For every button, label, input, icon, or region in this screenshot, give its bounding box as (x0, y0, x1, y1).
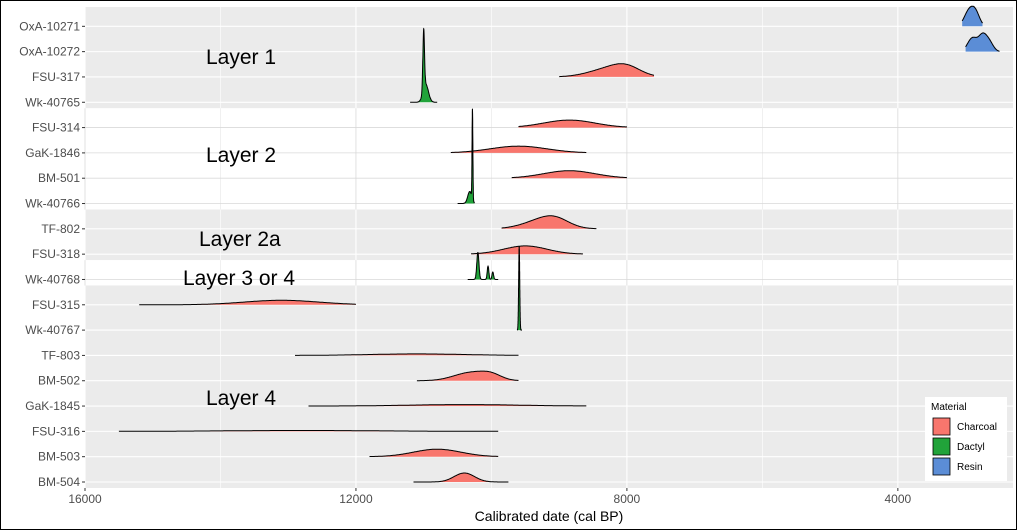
y-tick-label: BM-501 (38, 171, 80, 185)
density-outline (413, 472, 509, 483)
density-fill (450, 146, 587, 153)
x-tick-label: 8000 (614, 492, 641, 506)
y-tick-label: Wk-40767 (25, 323, 80, 337)
density-outline (516, 246, 522, 331)
y-tick-label: GaK-1846 (25, 146, 80, 160)
y-tick-label: FSU-318 (32, 247, 80, 261)
density-outline (457, 108, 475, 204)
density-outline (471, 245, 583, 255)
layer-bands (85, 7, 1013, 488)
y-tick-label: FSU-316 (32, 424, 80, 438)
density-fill (518, 120, 627, 128)
y-tick-label: FSU-314 (32, 121, 80, 135)
y-tick-label: Wk-40766 (25, 197, 80, 211)
legend-label: Dactyl (957, 442, 985, 453)
density-outline (961, 5, 983, 24)
density-ridges (118, 5, 1000, 483)
density-outline (416, 370, 519, 382)
x-axis: 16000 12000 8000 4000 (68, 488, 912, 506)
density-outline (139, 299, 356, 306)
density-fill (511, 170, 627, 179)
y-tick-label: BM-503 (38, 450, 80, 464)
layer-label: Layer 3 or 4 (183, 267, 295, 290)
y-tick-label: Wk-40768 (25, 272, 80, 286)
density-fill (416, 371, 519, 381)
legend-label: Charcoal (957, 422, 997, 433)
y-tick-label: TF-803 (41, 348, 80, 362)
layer-labels: Layer 1 Layer 2 Layer 2a Layer 3 or 4 Layer … (183, 46, 295, 410)
density-fill (139, 300, 356, 305)
density-outline (295, 353, 519, 356)
density-outline (118, 430, 499, 432)
density-outline (511, 170, 627, 179)
density-outline (369, 448, 499, 458)
density-fill (457, 108, 475, 204)
density-outline (308, 404, 587, 407)
density-outline (559, 63, 654, 78)
density-fill (369, 449, 499, 457)
layer-label: Layer 2a (199, 228, 281, 251)
x-axis-title: Calibrated date (cal BP) (475, 508, 624, 524)
density-outline (518, 119, 628, 128)
legend-swatch (932, 417, 951, 436)
y-tick-label: FSU-317 (32, 70, 80, 84)
x-tick-label: 4000 (884, 492, 911, 506)
y-tick-label: TF-802 (41, 222, 80, 236)
y-tick-label: OxA-10272 (19, 45, 80, 59)
layer-label: Layer 4 (206, 387, 276, 410)
legend: Material Charcoal Dactyl Resin (925, 397, 1007, 481)
layer-band (85, 7, 1013, 109)
density-fill (410, 28, 438, 103)
x-tick-label: 16000 (68, 492, 102, 506)
y-tick-label: FSU-315 (32, 298, 80, 312)
y-axis: OxA-10271 OxA-10272 FSU-317 Wk-40765 FSU-314… (19, 19, 85, 489)
x-tick-label: 12000 (339, 492, 373, 506)
grid-lines (84, 7, 1013, 488)
legend-label: Resin (957, 462, 983, 473)
density-outline (965, 32, 1000, 52)
density-outline (410, 27, 438, 103)
y-tick-label: Wk-40765 (25, 95, 80, 109)
density-fill (501, 215, 597, 229)
y-tick-label: BM-504 (38, 475, 80, 489)
y-tick-label: GaK-1845 (25, 399, 80, 413)
legend-swatch (932, 437, 951, 456)
legend-title: Material (931, 402, 967, 413)
y-tick-label: BM-502 (38, 374, 80, 388)
layer-label: Layer 1 (206, 46, 276, 69)
legend-swatch (932, 457, 951, 476)
density-outline (501, 215, 597, 230)
density-fill (413, 473, 509, 482)
layer-band (85, 285, 1013, 488)
layer-band (85, 260, 1013, 286)
layer-label: Layer 2 (206, 144, 276, 167)
density-outline (467, 252, 499, 280)
y-tick-label: OxA-10271 (19, 19, 80, 33)
density-fill (471, 245, 583, 255)
